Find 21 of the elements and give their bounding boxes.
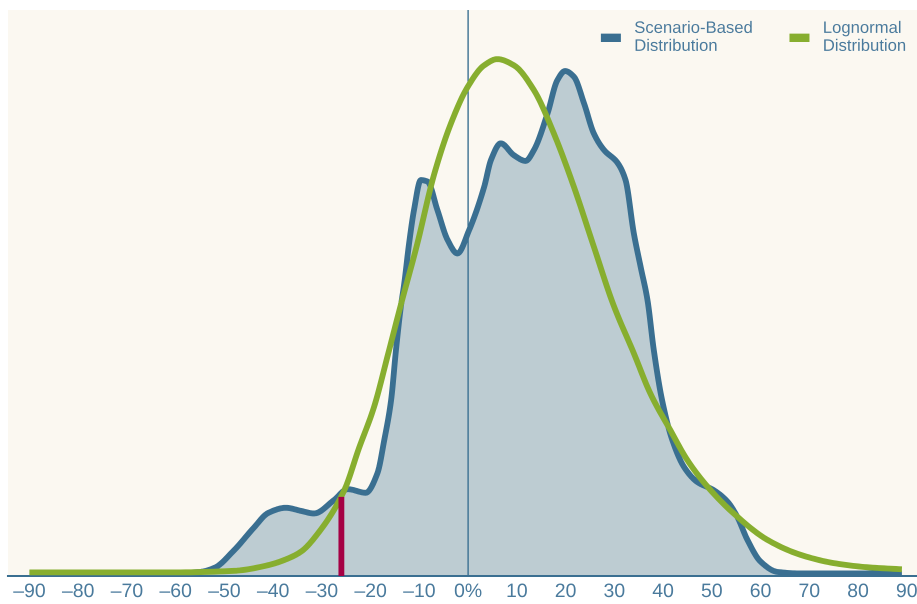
- x-tick-label: –30: [306, 583, 338, 598]
- x-tick-label: –40: [256, 583, 289, 598]
- x-tick-label: 0%: [454, 583, 482, 598]
- x-tick-label: 40: [652, 583, 674, 598]
- x-tick-label: 70: [799, 583, 820, 598]
- x-tick-label: –60: [159, 583, 192, 598]
- x-tick-label: 50: [702, 583, 722, 598]
- legend-label: Lognormal Distribution: [824, 20, 906, 52]
- x-tick-label: –90: [13, 583, 45, 598]
- x-tick-label: –10: [403, 583, 435, 598]
- x-tick-label: 20: [556, 583, 576, 598]
- x-tick-label: 10: [508, 583, 527, 598]
- x-tick-label: 30: [604, 583, 624, 598]
- x-tick-label: 80: [848, 583, 868, 598]
- x-tick-label: 60: [750, 583, 771, 598]
- x-tick-label: –50: [208, 583, 240, 598]
- x-tick-label: –20: [354, 583, 386, 598]
- x-tick-label: –80: [62, 583, 94, 598]
- x-tick-label: 90: [896, 583, 917, 598]
- x-tick-label: –70: [110, 583, 142, 598]
- legend-label: Scenario-Based Distribution: [634, 20, 752, 52]
